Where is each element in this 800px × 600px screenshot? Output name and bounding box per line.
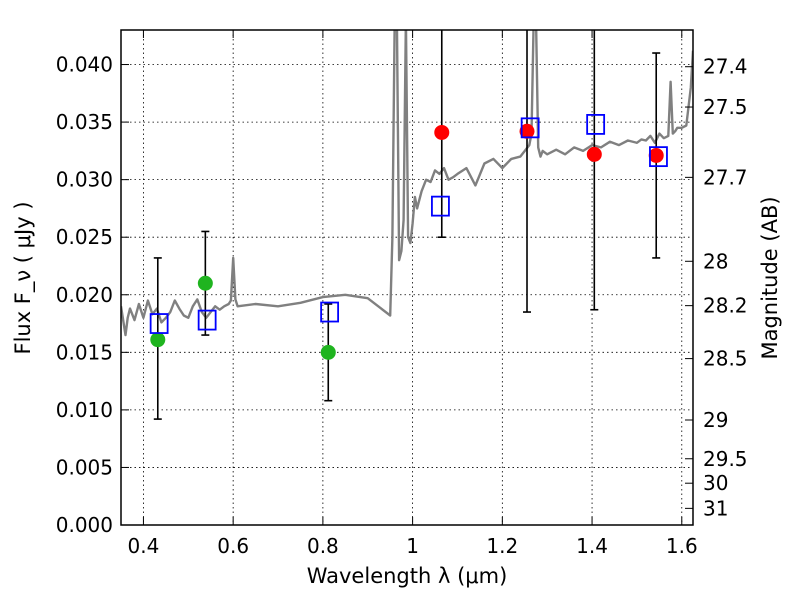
y-tick-label: 0.030 (56, 168, 113, 192)
model-photometry-square (431, 195, 450, 217)
x-tick-label: 0.6 (217, 534, 249, 558)
observed-point-green (320, 344, 336, 360)
y-axis-label: Flux F_ν ( μJy ) (11, 201, 36, 354)
model-photometry-square (320, 301, 340, 323)
mag-tick-label: 27.7 (703, 165, 748, 189)
y-tick-label: 0.005 (56, 455, 113, 479)
mag-tick-label: 28.5 (703, 347, 748, 371)
observed-point-red (519, 123, 535, 139)
x-tick-label: 1.4 (576, 534, 608, 558)
plot-area (121, 30, 693, 420)
y-tick-label: 0.020 (56, 283, 113, 307)
y-tick-label: 0.015 (56, 340, 113, 364)
mag-tick-label: 31 (703, 496, 728, 520)
x-tick-label: 0.8 (307, 534, 339, 558)
y-tick-label: 0.025 (56, 225, 113, 249)
axes: 0.4 0.6 0.8 1 1.2 1.4 1.6 0.000 0.005 0.010 0.015 0… (56, 30, 748, 558)
mag-tick-label: 27.4 (703, 55, 748, 79)
model-photometry-square (649, 146, 668, 168)
y-tick-label: 0.035 (56, 110, 113, 134)
observed-point-red (648, 147, 664, 163)
model-photometry-square (149, 313, 169, 334)
y-tick-label: 0.040 (56, 53, 113, 77)
model-photometry-square (197, 309, 217, 331)
observed-point-red (434, 124, 450, 140)
mag-tick-label: 29.5 (703, 447, 748, 471)
y-tick-label: 0.010 (56, 398, 113, 422)
y-axis-right-label: Magnitude (AB) (758, 196, 782, 359)
observed-point-green (197, 275, 213, 291)
mag-tick-label: 27.5 (703, 95, 748, 119)
x-tick-label: 1.6 (666, 534, 698, 558)
observed-point-green (150, 332, 166, 348)
x-tick-label: 1 (406, 534, 419, 558)
plot-frame (120, 29, 694, 526)
model-spectrum-line (121, 30, 693, 337)
model-photometry-square (586, 113, 606, 135)
x-axis-label: Wavelength λ (μm) (307, 564, 508, 588)
mag-tick-label: 30 (703, 471, 728, 495)
x-tick-label: 0.4 (128, 534, 160, 558)
mag-tick-label: 29 (703, 408, 728, 432)
mag-tick-label: 28 (703, 249, 728, 273)
mag-tick-label: 28.2 (703, 294, 748, 318)
model-photometry-square (520, 117, 540, 139)
x-tick-label: 1.2 (486, 534, 518, 558)
y-tick-label: 0.000 (56, 513, 113, 537)
observed-point-red (586, 146, 602, 162)
